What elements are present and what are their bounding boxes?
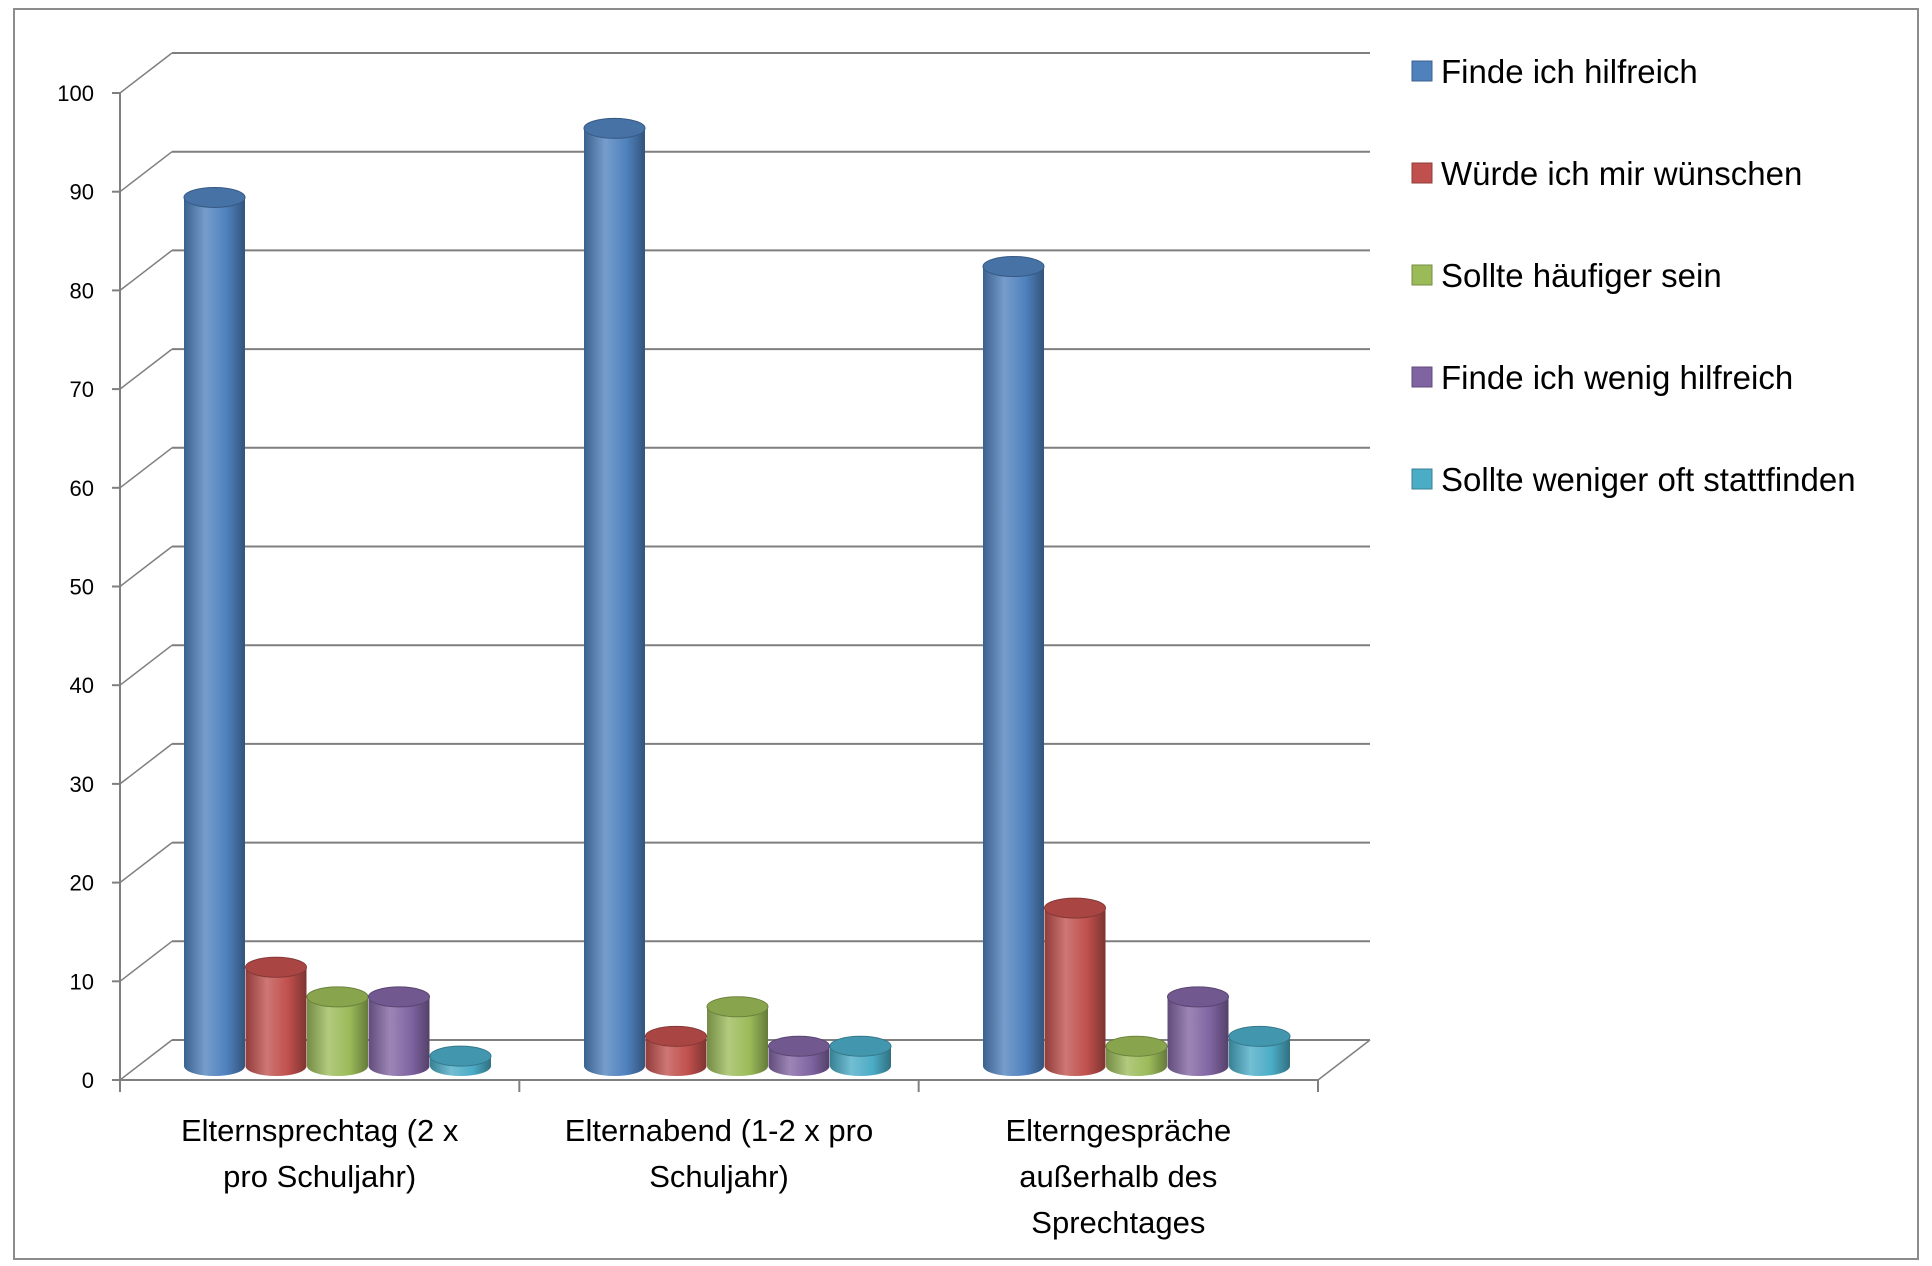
legend-swatch bbox=[1411, 468, 1433, 490]
gridline-connector bbox=[119, 842, 173, 884]
gridline-connector bbox=[119, 249, 173, 291]
gridlines bbox=[119, 52, 1370, 1081]
bars bbox=[183, 117, 1291, 1077]
gridline-connector bbox=[119, 348, 173, 390]
bar-top bbox=[583, 117, 646, 139]
floor-edge bbox=[1317, 1039, 1371, 1081]
bar-top bbox=[645, 1025, 707, 1047]
bar-2-2 bbox=[1105, 1035, 1168, 1076]
category-label: außerhalb des bbox=[1019, 1159, 1217, 1194]
y-tick-label: 20 bbox=[70, 871, 94, 896]
bar-top bbox=[768, 1035, 830, 1057]
gridline-connector bbox=[119, 545, 173, 588]
legend-swatch bbox=[1411, 162, 1433, 184]
category-label: Elterngespräche bbox=[1005, 1113, 1231, 1148]
bar-top bbox=[1228, 1025, 1291, 1047]
legend-label: Würde ich mir wünschen bbox=[1441, 155, 1802, 192]
gridline-connector bbox=[119, 940, 173, 982]
category-label: Schuljahr) bbox=[649, 1159, 789, 1194]
legend-label: Sollte häufiger sein bbox=[1441, 257, 1722, 294]
gridline-connector bbox=[119, 1039, 173, 1081]
y-tick-label: 70 bbox=[70, 377, 94, 402]
bar-3-1 bbox=[768, 1035, 830, 1076]
bar-0-0 bbox=[183, 186, 246, 1076]
bar-1-2 bbox=[1044, 897, 1106, 1076]
category-label: Elternabend (1-2 x pro bbox=[565, 1113, 873, 1148]
bar-3-0 bbox=[368, 986, 430, 1076]
bar-0-2 bbox=[982, 256, 1045, 1076]
category-label: Sprechtages bbox=[1031, 1205, 1205, 1240]
bar-4-1 bbox=[829, 1035, 892, 1076]
gridline-connector bbox=[119, 743, 173, 785]
category-label: pro Schuljahr) bbox=[223, 1159, 416, 1194]
legend: Finde ich hilfreich Würde ich mir wünsche… bbox=[1411, 53, 1856, 498]
legend-swatch bbox=[1411, 60, 1433, 82]
y-tick-label: 10 bbox=[70, 969, 94, 994]
bar-top bbox=[1167, 986, 1229, 1008]
bar-body bbox=[983, 266, 1044, 1076]
bar-top bbox=[429, 1045, 492, 1067]
bar-body bbox=[645, 1036, 707, 1076]
legend-label: Finde ich wenig hilfreich bbox=[1441, 359, 1793, 396]
y-tick-label: 90 bbox=[70, 180, 94, 205]
y-tick-label: 50 bbox=[70, 575, 94, 600]
bar-top bbox=[706, 996, 769, 1018]
bar-top bbox=[1044, 897, 1106, 919]
y-tick-label: 100 bbox=[57, 81, 94, 106]
bar-top bbox=[245, 956, 307, 978]
bar-2-1 bbox=[706, 996, 769, 1076]
bar-body bbox=[584, 128, 645, 1077]
legend-label: Sollte weniger oft stattfinden bbox=[1441, 461, 1856, 498]
bar-body bbox=[307, 996, 368, 1076]
y-tick-label: 30 bbox=[70, 772, 94, 797]
legend-swatch bbox=[1411, 264, 1433, 286]
gridline-connector bbox=[119, 151, 173, 193]
bar-top bbox=[982, 256, 1045, 278]
gridline-connector bbox=[119, 644, 173, 686]
bar-body bbox=[707, 1006, 768, 1076]
bar-body bbox=[184, 197, 245, 1076]
bar-1-0 bbox=[245, 956, 307, 1076]
bar-1-1 bbox=[645, 1025, 707, 1076]
bar-body bbox=[245, 967, 307, 1076]
bar-3-2 bbox=[1167, 986, 1229, 1076]
bar-4-2 bbox=[1228, 1025, 1291, 1076]
bar-body bbox=[1167, 996, 1229, 1076]
gridline-connector bbox=[119, 52, 173, 94]
gridline-connector bbox=[119, 447, 173, 489]
bar-top bbox=[1105, 1035, 1168, 1057]
y-tick-label: 80 bbox=[70, 278, 94, 303]
bar-4-0 bbox=[429, 1045, 492, 1076]
bar-body bbox=[368, 996, 430, 1076]
category-label: Elternsprechtag (2 x bbox=[181, 1113, 459, 1148]
bar-0-1 bbox=[583, 117, 646, 1077]
bar-2-0 bbox=[306, 986, 369, 1076]
bar-body bbox=[1229, 1036, 1290, 1076]
y-tick-label: 60 bbox=[70, 476, 94, 501]
bar-top bbox=[306, 986, 369, 1008]
bar-top bbox=[368, 986, 430, 1008]
legend-swatch bbox=[1411, 366, 1433, 388]
y-tick-label: 0 bbox=[82, 1068, 94, 1093]
y-axis: 0 10 20 30 40 50 60 70 80 90 100 bbox=[57, 81, 1371, 1093]
x-axis-labels: Elternsprechtag (2 x pro Schuljahr) Eltern… bbox=[181, 1113, 1231, 1240]
legend-label: Finde ich hilfreich bbox=[1441, 53, 1698, 90]
y-tick-label: 40 bbox=[70, 673, 94, 698]
bar-body bbox=[1044, 908, 1106, 1076]
bar-top bbox=[829, 1035, 892, 1057]
bar-top bbox=[183, 186, 246, 208]
